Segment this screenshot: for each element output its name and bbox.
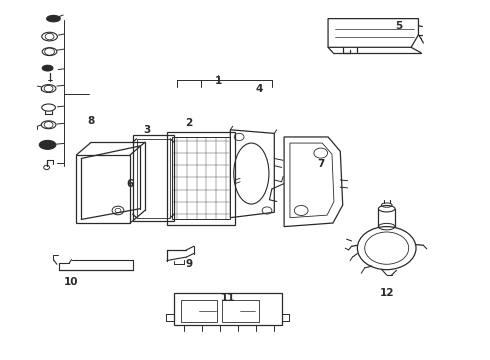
Bar (174, 293, 282, 325)
Text: 9: 9 (185, 259, 193, 269)
Text: 1: 1 (215, 76, 222, 86)
Bar (180, 300, 217, 321)
Text: 6: 6 (126, 179, 134, 189)
Text: 12: 12 (379, 288, 394, 298)
Ellipse shape (47, 15, 60, 22)
Bar (222, 300, 259, 321)
Text: 8: 8 (87, 116, 95, 126)
Text: 7: 7 (317, 159, 324, 169)
Ellipse shape (42, 65, 53, 71)
Text: 5: 5 (395, 21, 403, 31)
Text: 10: 10 (64, 277, 79, 287)
Text: 4: 4 (256, 84, 263, 94)
Ellipse shape (39, 140, 56, 149)
Text: 11: 11 (220, 293, 235, 303)
Text: 2: 2 (185, 118, 193, 128)
Text: 3: 3 (144, 125, 151, 135)
